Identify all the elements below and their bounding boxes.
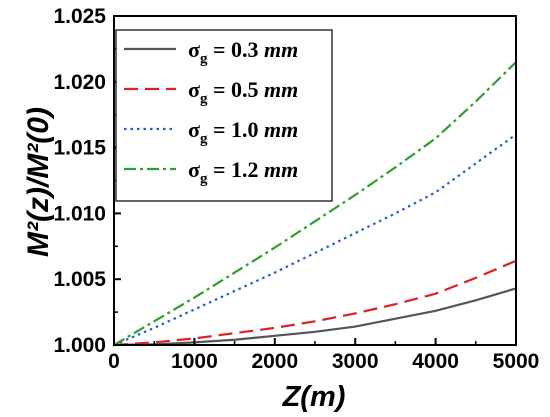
plot-area	[113, 61, 517, 347]
series-line-3	[113, 133, 517, 347]
y-tick-label: 1.020	[53, 71, 106, 94]
series-line-4	[113, 61, 517, 346]
legend-entry-3: σg = 1.0 mm	[188, 117, 298, 147]
legend-entry-1: σg = 0.3 mm	[188, 37, 298, 67]
series-line-1	[113, 287, 517, 347]
series-line-2	[113, 259, 517, 347]
x-axis-title: Z(m)	[282, 381, 346, 413]
axes: 0 1000 2000 3000 4000 5000 1.000 1.005 1.010 1.01…	[53, 5, 539, 373]
y-tick-label: 1.000	[53, 334, 106, 357]
y-tick-label: 1.010	[53, 202, 106, 225]
y-axis-title: M²(z)/M²(0)	[22, 107, 55, 257]
x-tick-label: 5000	[493, 350, 540, 373]
x-tick-label: 3000	[332, 350, 379, 373]
x-tick-label: 0	[108, 350, 120, 373]
legend: σg = 0.3 mm σg = 0.5 mm σg = 1.0 mm σg = 1.…	[115, 29, 333, 202]
y-tick-label: 1.015	[53, 137, 106, 160]
y-tick-label: 1.025	[53, 5, 106, 28]
legend-box	[115, 29, 333, 202]
y-tick-label: 1.005	[53, 268, 106, 291]
x-tick-label: 4000	[412, 350, 459, 373]
legend-entry-2: σg = 0.5 mm	[188, 77, 298, 107]
x-tick-label: 1000	[171, 350, 218, 373]
legend-entry-4: σg = 1.2 mm	[188, 157, 298, 187]
x-tick-label: 2000	[251, 350, 298, 373]
